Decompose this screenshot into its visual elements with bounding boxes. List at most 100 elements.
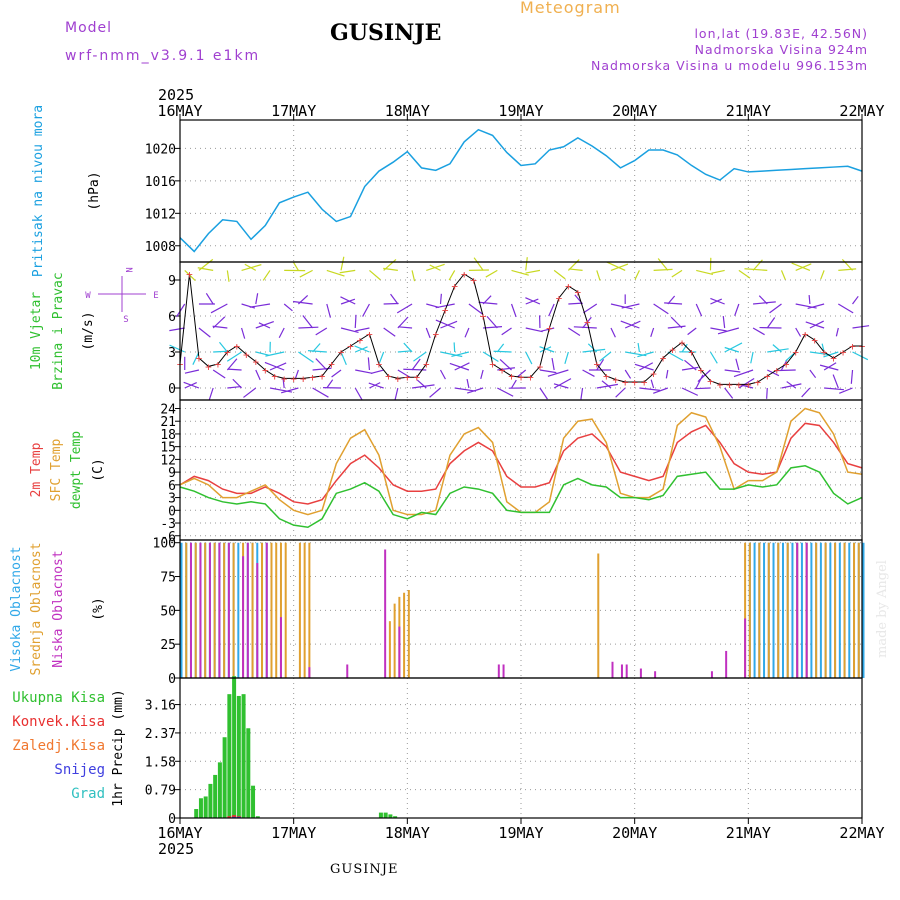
wind-arrow: [183, 381, 200, 389]
precip-bar: [383, 812, 388, 818]
wind-speed-line: [179, 273, 862, 385]
wind-arrow: [639, 362, 654, 371]
wind-arrow: [383, 267, 398, 271]
wind-arrow: [525, 297, 541, 305]
precip-bar: [378, 812, 383, 818]
wind-speed-point: +: [196, 352, 203, 365]
wind-arrow: [184, 369, 200, 374]
wind-arrow: [795, 303, 817, 309]
wind-arrow: [454, 387, 477, 392]
wind-speed-point: +: [205, 360, 212, 373]
wind-speed-point: +: [593, 358, 600, 371]
wind-axis-title: 10m Vjetar: [29, 292, 44, 370]
wind-arrow: [355, 369, 373, 374]
wind-arrow: [367, 357, 371, 371]
y-tick-label: 6: [168, 479, 176, 494]
wind-speed-point: +: [679, 336, 686, 349]
x-tick-label-top: 21MAY: [726, 102, 771, 120]
wind-arrow: [198, 327, 211, 338]
wind-arrow: [819, 364, 839, 371]
wind-arrow: [227, 385, 242, 389]
x-tick-label-top: 16MAY: [157, 102, 202, 120]
wind-arrow: [510, 303, 517, 318]
y-tick-label: 12: [160, 453, 176, 468]
wind-arrow: [624, 369, 632, 379]
precip-bar: [393, 816, 398, 818]
precip-legend-entry: Snijeg: [54, 762, 105, 778]
wind-arrow: [425, 327, 431, 339]
wind-arrow: [667, 325, 686, 329]
wind-speed-point: +: [688, 346, 695, 359]
wind-arrow: [639, 387, 661, 392]
wind-arrow: [739, 383, 754, 389]
wind-arrow: [394, 387, 399, 401]
wind-speed-point: +: [537, 360, 544, 373]
wind-arrow: [637, 351, 654, 358]
cloud-axis-unit: (%): [91, 597, 106, 620]
wind-arrow: [493, 350, 512, 353]
y-tick-label: 0.79: [145, 784, 176, 799]
wind-speed-point: +: [783, 358, 790, 371]
wind-arrow: [808, 294, 811, 305]
wind-arrow: [212, 325, 228, 329]
wind-arrow: [697, 369, 711, 383]
y-tick-label: 75: [160, 571, 176, 586]
wind-arrow: [226, 358, 238, 371]
wind-arrow: [583, 303, 598, 314]
wind-arrow: [832, 374, 839, 389]
wind-arrow: [269, 387, 293, 393]
wind-arrow: [486, 315, 498, 329]
compass-west-label: W: [85, 291, 91, 301]
wind-arrow: [671, 269, 683, 278]
wind-speed-point: +: [754, 376, 761, 389]
model-label: Model: [65, 20, 113, 36]
wind-speed-point: +: [556, 292, 563, 305]
x-tick-label-top: 17MAY: [271, 102, 316, 120]
model-altitude: Nadmorska Visina u modelu 996.153m: [591, 58, 868, 73]
wind-speed-point: +: [357, 334, 364, 347]
wind-speed-point: +: [262, 364, 269, 377]
wind-arrow: [294, 369, 299, 380]
wind-arrow: [440, 351, 463, 358]
wind-arrow: [390, 293, 399, 305]
wind-arrow: [599, 351, 612, 362]
wind-arrow: [298, 351, 314, 363]
wind-arrow: [734, 303, 740, 316]
wind-arrow: [467, 387, 484, 394]
wind-arrow: [852, 351, 869, 361]
wind-arrow: [370, 369, 384, 374]
wind-arrow: [710, 327, 727, 332]
wind-arrow: [620, 320, 640, 329]
wind-arrow: [805, 321, 825, 329]
wind-arrow: [823, 351, 839, 358]
wind-arrow: [838, 303, 854, 314]
watermark-text: made by Angel: [875, 560, 890, 658]
wind-arrow: [801, 387, 811, 398]
wind-arrow: [496, 343, 505, 353]
wind-speed-point: +: [423, 358, 430, 371]
y-tick-label: 15: [160, 441, 176, 456]
wind-arrow: [354, 387, 363, 401]
wind-speed-point: +: [631, 376, 638, 389]
wind-arrow: [448, 270, 456, 281]
wind-speed-point: +: [764, 370, 771, 383]
y-tick-label: 9: [168, 274, 176, 289]
wind-arrow: [197, 267, 214, 271]
precip-bar: [246, 728, 251, 818]
wind-arrow: [525, 269, 541, 274]
wind-arrow: [687, 327, 697, 336]
wind-speed-point: +: [650, 368, 657, 381]
wind-arrow: [497, 387, 514, 397]
wind-arrow: [696, 269, 714, 276]
wind-speed-point: +: [186, 268, 193, 281]
wind-axis-unit: (m/s): [81, 311, 96, 350]
x-tick-label-bottom: 22MAY: [839, 824, 884, 842]
wind-speed-point: +: [546, 322, 553, 335]
wind-arrow: [240, 327, 246, 339]
wind-arrow: [711, 269, 725, 274]
precip-bar: [255, 816, 260, 818]
wind-speed-point: +: [830, 352, 837, 365]
x-tick-label-bottom: 19MAY: [498, 824, 543, 842]
cloud-axis-title-high: Visoka Oblacnost: [9, 546, 24, 671]
wind-arrow: [232, 378, 242, 389]
